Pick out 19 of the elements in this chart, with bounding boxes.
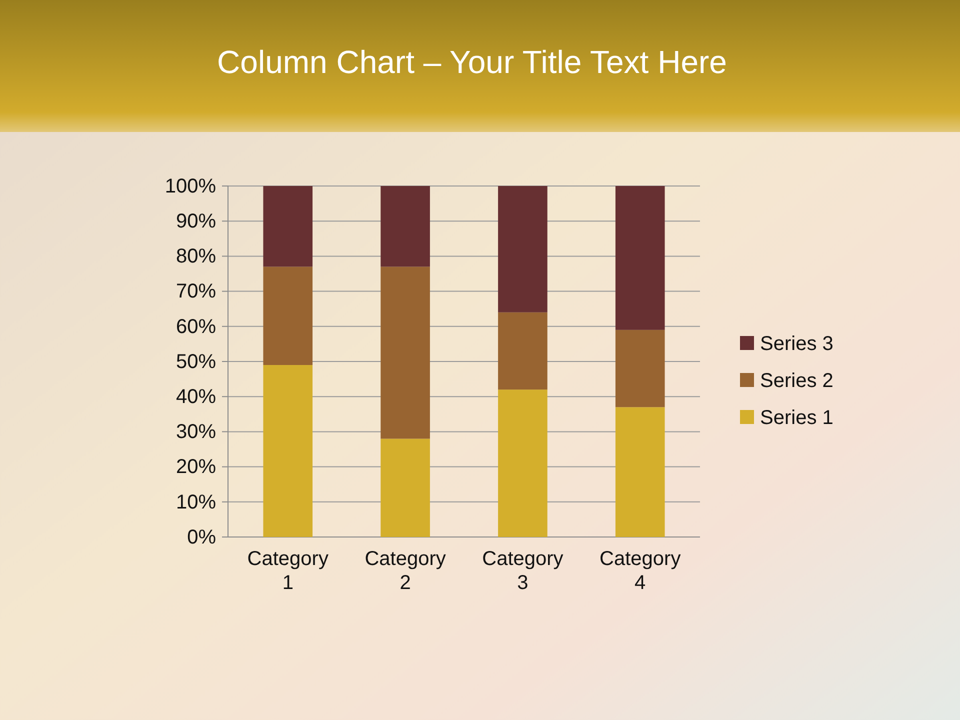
y-tick-label: 50% bbox=[176, 350, 216, 373]
y-tick-label: 90% bbox=[176, 210, 216, 232]
y-tick-label: 80% bbox=[176, 246, 216, 268]
legend-label: Series 1 bbox=[760, 407, 834, 429]
legend-label: Series 3 bbox=[760, 333, 834, 355]
y-tick-label: 40% bbox=[176, 386, 216, 408]
y-tick-label: 10% bbox=[176, 491, 216, 514]
y-tick-label: 30% bbox=[176, 421, 216, 444]
x-tick-label: Category 3 bbox=[482, 548, 564, 594]
x-tick-label: Category 1 bbox=[247, 548, 328, 594]
x-tick-label: Category 2 bbox=[364, 548, 446, 594]
y-tick-label: 60% bbox=[176, 316, 216, 338]
y-tick-label: 70% bbox=[176, 280, 216, 303]
y-tick-label: 0% bbox=[187, 526, 216, 548]
x-tick-label: Category 4 bbox=[600, 548, 681, 594]
y-tick-label: 100% bbox=[164, 175, 216, 198]
legend-label: Series 2 bbox=[760, 370, 834, 392]
chart-title: Column Chart – Your Title Text Here bbox=[217, 44, 727, 80]
y-tick-label: 20% bbox=[176, 456, 216, 478]
